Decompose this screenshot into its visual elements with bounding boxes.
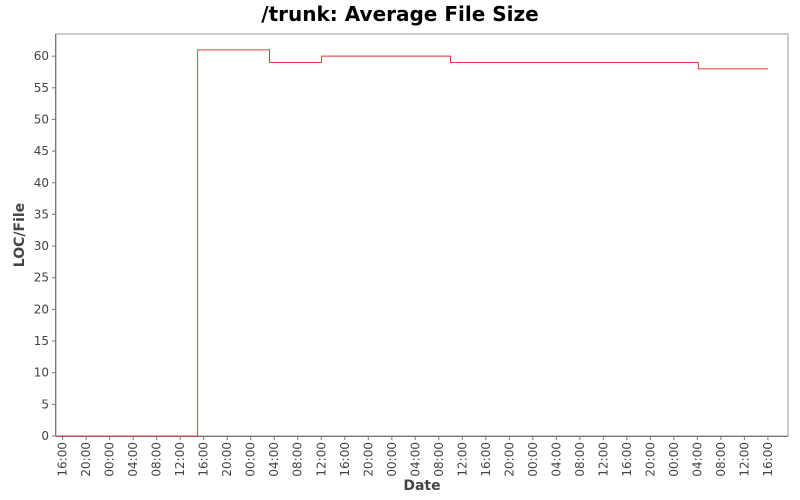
y-tick-label: 20 xyxy=(34,302,49,316)
x-tick-label: 00:00 xyxy=(667,442,681,477)
x-tick-label: 08:00 xyxy=(573,442,587,477)
x-tick-label: 16:00 xyxy=(479,442,493,477)
x-tick-label: 04:00 xyxy=(549,442,563,477)
x-tick-label: 00:00 xyxy=(526,442,540,477)
x-tick-label: 16:00 xyxy=(56,442,70,477)
y-tick-label: 30 xyxy=(34,239,49,253)
x-tick-label: 08:00 xyxy=(432,442,446,477)
x-tick-label: 08:00 xyxy=(150,442,164,477)
x-tick-label: 04:00 xyxy=(267,442,281,477)
y-tick-label: 25 xyxy=(34,271,49,285)
y-tick-label: 40 xyxy=(34,176,49,190)
x-tick-label: 16:00 xyxy=(761,442,775,477)
x-tick-label: 00:00 xyxy=(103,442,117,477)
x-tick-label: 20:00 xyxy=(643,442,657,477)
x-tick-label: 00:00 xyxy=(385,442,399,477)
y-tick-label: 55 xyxy=(34,81,49,95)
chart-title: /trunk: Average File Size xyxy=(261,2,539,26)
y-tick-label: 10 xyxy=(34,366,49,380)
x-tick-label: 16:00 xyxy=(197,442,211,477)
x-tick-label: 08:00 xyxy=(714,442,728,477)
x-tick-label: 04:00 xyxy=(126,442,140,477)
series-line xyxy=(56,49,768,437)
series-layer xyxy=(56,49,768,437)
x-tick-label: 16:00 xyxy=(338,442,352,477)
x-axis: 16:00 20:00 00:00 04:00 08:00 12:00 16:00 20:00… xyxy=(56,436,788,477)
x-tick-label: 20:00 xyxy=(361,442,375,477)
y-tick-label: 35 xyxy=(34,207,49,221)
x-tick-label: 12:00 xyxy=(314,442,328,477)
y-tick-label: 45 xyxy=(34,144,49,158)
y-tick-label: 50 xyxy=(34,112,49,126)
plot-background xyxy=(55,33,789,437)
x-tick-label: 04:00 xyxy=(408,442,422,477)
x-tick-label: 12:00 xyxy=(596,442,610,477)
x-tick-label: 00:00 xyxy=(244,442,258,477)
y-axis-title: LOC/File xyxy=(12,203,28,267)
y-tick-label: 5 xyxy=(41,397,49,411)
y-tick-label: 60 xyxy=(34,49,49,63)
x-tick-label: 16:00 xyxy=(620,442,634,477)
x-tick-label: 20:00 xyxy=(220,442,234,477)
y-axis: 0 5 10 15 20 25 30 35 40 45 50 55 60 xyxy=(34,34,56,443)
x-tick-label: 12:00 xyxy=(455,442,469,477)
x-tick-label: 04:00 xyxy=(690,442,704,477)
x-tick-label: 20:00 xyxy=(79,442,93,477)
x-tick-label: 08:00 xyxy=(291,442,305,477)
y-tick-label: 0 xyxy=(41,429,49,443)
x-axis-title: Date xyxy=(403,478,440,494)
y-tick-label: 15 xyxy=(34,334,49,348)
x-tick-label: 12:00 xyxy=(737,442,751,477)
x-tick-label: 20:00 xyxy=(502,442,516,477)
x-tick-label: 12:00 xyxy=(173,442,187,477)
